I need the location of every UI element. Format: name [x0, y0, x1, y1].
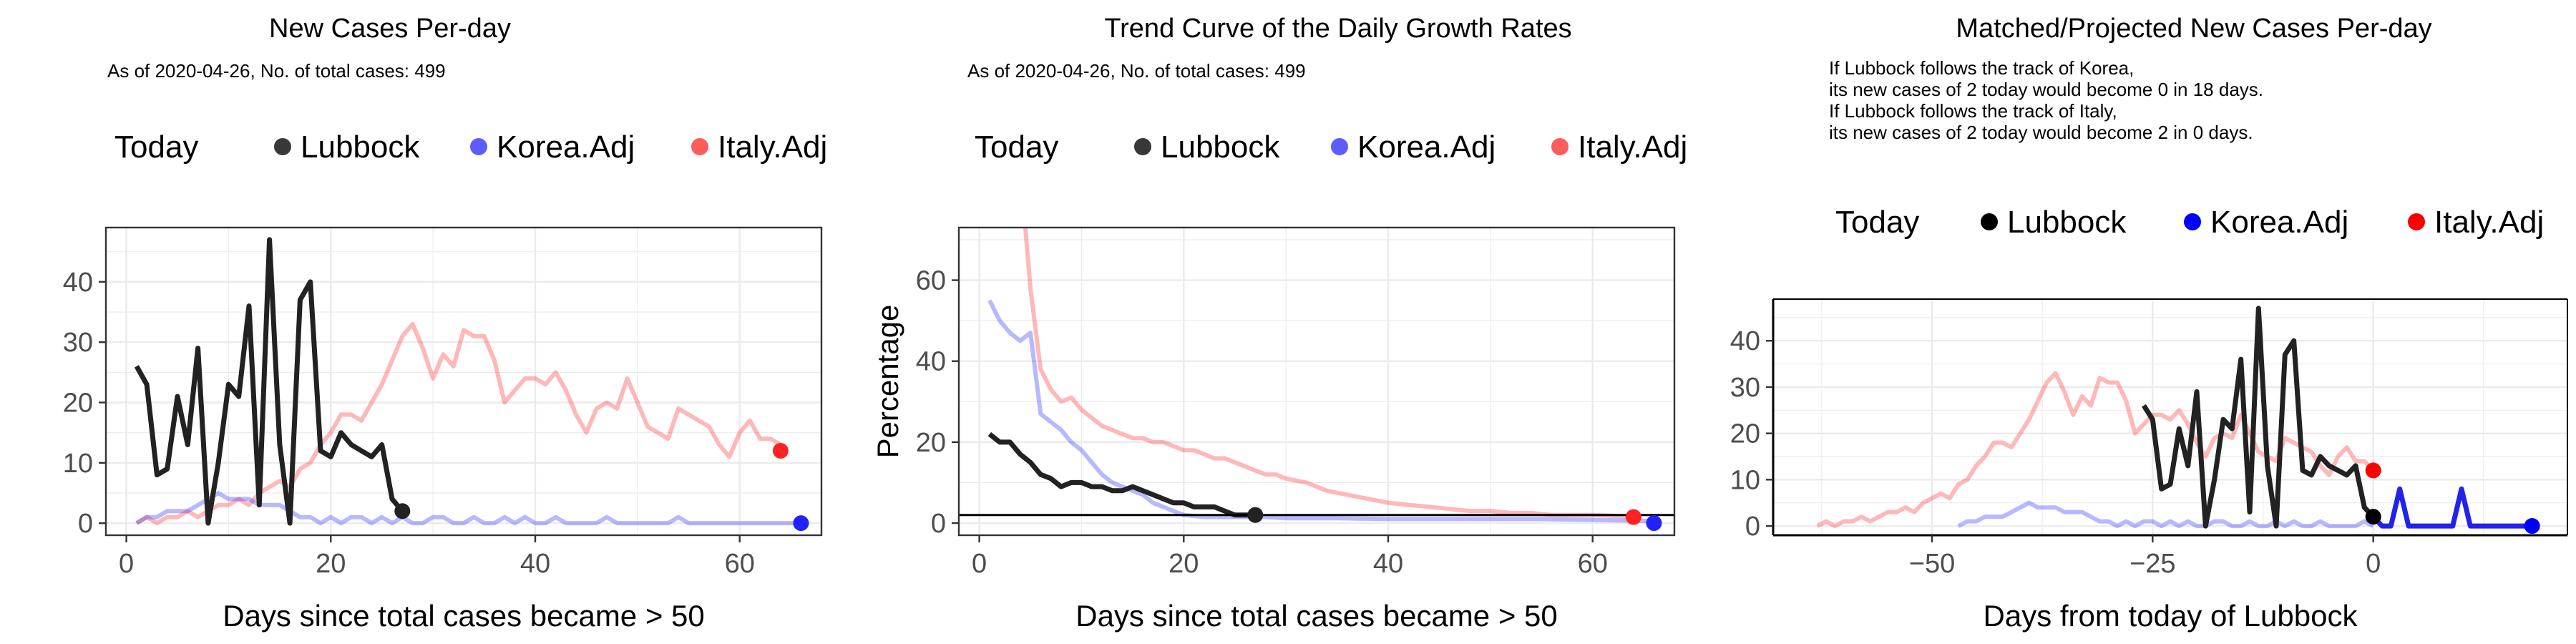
legend-marker-korea-adj	[1331, 138, 1348, 155]
today-point-lubbock	[2365, 509, 2381, 525]
legend-label-italy-adj: Italy.Adj	[2434, 205, 2544, 240]
x-tick-label: 0	[119, 549, 134, 579]
x-axis-label: Days since total cases became > 50	[1075, 599, 1558, 633]
x-axis-label: Days from today of Lubbock	[1984, 599, 2358, 633]
legend-label-lubbock: Lubbock	[2007, 205, 2127, 240]
x-tick-label: −25	[2129, 549, 2175, 579]
x-tick-label: 0	[972, 549, 987, 579]
y-tick-label: 0	[931, 509, 946, 539]
legend-label-korea-adj: Korea.Adj	[2210, 205, 2348, 240]
y-tick-label: 0	[1745, 512, 1760, 542]
series-line-italy-adj	[1023, 228, 1634, 519]
today-point-korea-adj	[1646, 515, 1662, 532]
legend-label-lubbock: Lubbock	[1161, 130, 1280, 165]
series-line-lubbock	[987, 431, 1256, 518]
y-tick-label: 10	[63, 449, 93, 479]
legend-marker-korea-adj	[2184, 213, 2201, 230]
today-point-lubbock	[1247, 507, 1264, 523]
today-point-italy-adj	[772, 442, 789, 459]
chart-subtitle-line: As of 2020-04-26, No. of total cases: 49…	[107, 60, 446, 82]
x-tick-label: 20	[316, 549, 346, 579]
chart-subtitle-line: If Lubbock follows the track of Korea,	[1829, 57, 2134, 79]
plot-area	[1773, 299, 2567, 535]
legend-marker-italy-adj	[2408, 213, 2425, 230]
x-tick-label: 0	[2366, 549, 2381, 579]
x-tick-label: 60	[725, 549, 755, 579]
plot-marks	[1816, 306, 2532, 529]
series-line-korea-adj	[1957, 500, 2375, 529]
chart-panel-growth-rates: Trend Curve of the Daily Growth Rates As …	[871, 14, 1687, 633]
y-tick-label: 10	[1730, 465, 1760, 495]
chart-subtitle-line: If Lubbock follows the track of Italy,	[1829, 100, 2117, 122]
chart-panel-projected-cases: Matched/Projected New Cases Per-day If Lu…	[1730, 14, 2568, 633]
legend-label-italy-adj: Italy.Adj	[718, 130, 827, 165]
legend-title: Today	[1835, 205, 1919, 240]
series-line-korea-adj	[987, 299, 1654, 524]
y-tick-label: 40	[63, 268, 93, 298]
plot-border	[104, 226, 823, 537]
today-point-korea-adj	[2524, 518, 2540, 535]
plot-marks	[134, 237, 801, 526]
plot-border	[957, 226, 1676, 537]
series-line-lubbock	[134, 237, 404, 526]
legend-marker-italy-adj	[1551, 138, 1568, 155]
y-tick-label: 30	[1730, 373, 1760, 403]
x-tick-label: 20	[1169, 549, 1199, 579]
y-tick-label: 60	[916, 266, 946, 296]
x-axis-label: Days since total cases became > 50	[223, 599, 705, 633]
chart-subtitle-line: its new cases of 2 today would become 2 …	[1829, 122, 2253, 143]
y-tick-label: 20	[63, 389, 93, 419]
y-axis-label: Percentage	[871, 305, 904, 459]
chart-panel-new-cases: New Cases Per-day As of 2020-04-26, No. o…	[63, 14, 828, 633]
today-point-italy-adj	[1625, 509, 1641, 525]
chart-title: Matched/Projected New Cases Per-day	[1956, 14, 2431, 44]
legend-marker-lubbock	[1981, 213, 1998, 230]
x-tick-label: 40	[1373, 549, 1403, 579]
legend-marker-italy-adj	[691, 138, 708, 155]
x-tick-label: 60	[1578, 549, 1608, 579]
y-tick-label: 40	[1730, 326, 1760, 356]
legend-marker-korea-adj	[470, 138, 487, 155]
today-point-lubbock	[394, 503, 411, 519]
y-tick-label: 0	[78, 509, 93, 539]
y-tick-label: 40	[916, 347, 946, 377]
legend-label-italy-adj: Italy.Adj	[1578, 130, 1687, 165]
chart-title: Trend Curve of the Daily Growth Rates	[1104, 14, 1571, 44]
y-tick-label: 20	[916, 428, 946, 458]
series-line-italy-adj	[135, 321, 782, 526]
y-tick-label: 30	[63, 328, 93, 358]
chart-title: New Cases Per-day	[269, 14, 511, 44]
plot-marks	[959, 228, 1674, 524]
plot-area	[959, 228, 1674, 535]
series-line-lubbock	[2142, 306, 2376, 529]
legend-label-korea-adj: Korea.Adj	[497, 130, 635, 165]
legend-marker-lubbock	[274, 138, 291, 155]
series-line-korea-adj	[135, 491, 801, 526]
today-point-italy-adj	[2365, 462, 2381, 479]
plot-area	[106, 228, 821, 535]
series-line-korea-adj-projection	[2371, 486, 2532, 529]
legend-title: Today	[114, 130, 198, 165]
x-tick-label: 40	[520, 549, 550, 579]
legend-label-lubbock: Lubbock	[301, 130, 420, 165]
chart-subtitle-line: As of 2020-04-26, No. of total cases: 49…	[967, 60, 1306, 82]
legend-label-korea-adj: Korea.Adj	[1357, 130, 1496, 165]
legend-marker-lubbock	[1134, 138, 1151, 155]
legend-title: Today	[975, 130, 1058, 165]
x-tick-label: −50	[1909, 549, 1955, 579]
chart-subtitle-line: its new cases of 2 today would become 0 …	[1829, 79, 2263, 100]
y-tick-label: 20	[1730, 419, 1760, 449]
today-point-korea-adj	[793, 515, 809, 532]
